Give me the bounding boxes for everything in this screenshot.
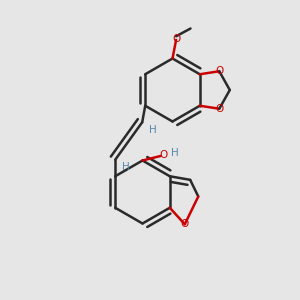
Text: O: O <box>159 149 168 160</box>
Text: O: O <box>181 219 189 229</box>
Text: H: H <box>122 162 129 172</box>
Text: O: O <box>172 34 180 44</box>
Text: O: O <box>215 104 224 114</box>
Text: O: O <box>215 66 224 76</box>
Text: H: H <box>148 124 156 135</box>
Text: H: H <box>171 148 179 158</box>
